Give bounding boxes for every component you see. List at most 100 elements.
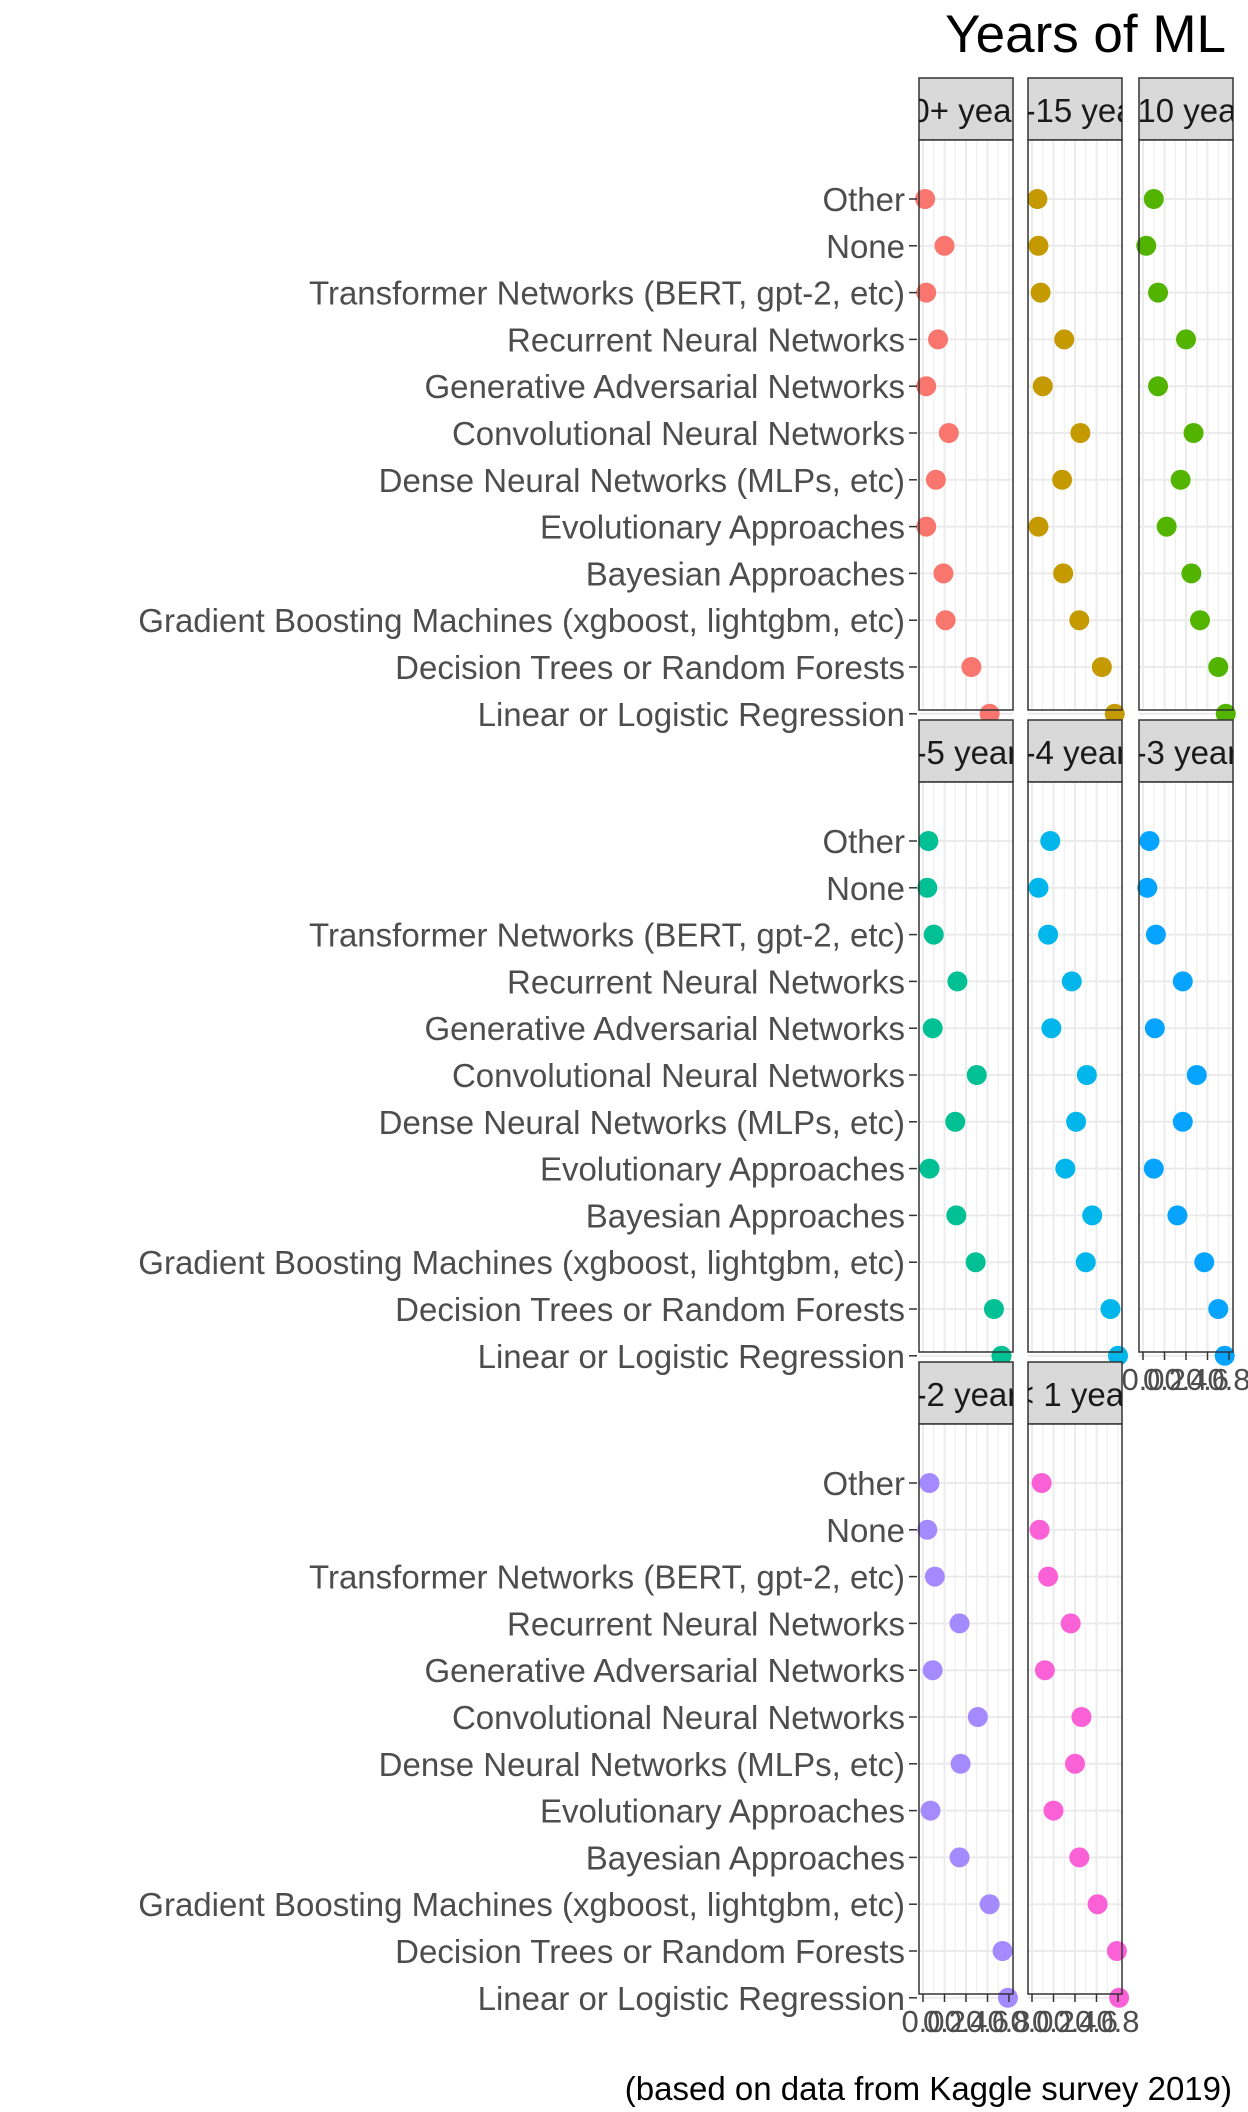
- facet-strip: [1138, 719, 1234, 783]
- data-point: [918, 831, 939, 851]
- data-point: [1214, 1345, 1235, 1366]
- data-point: [917, 1519, 938, 1540]
- panel-border: [1027, 139, 1123, 711]
- data-point: [1027, 189, 1048, 209]
- panel-border: [918, 781, 1014, 1353]
- category-label: Linear or Logistic Regression: [478, 696, 905, 733]
- data-point: [946, 1205, 967, 1226]
- data-point: [1069, 610, 1090, 631]
- facet-panel: 3-4 years: [1027, 719, 1128, 1366]
- data-point: [1170, 469, 1191, 490]
- data-point: [1043, 1800, 1064, 1821]
- x-tick-label: 0.0: [901, 2004, 944, 2039]
- category-label: Linear or Logistic Regression: [478, 1338, 905, 1375]
- data-point: [961, 657, 982, 677]
- data-point: [1053, 563, 1074, 584]
- x-tick-label: 0.0: [1121, 1362, 1164, 1397]
- data-point: [920, 1800, 941, 1821]
- category-label: Dense Neural Networks (MLPs, etc): [379, 462, 905, 499]
- data-point: [938, 423, 959, 443]
- facet-strip-label: 4-5 years: [897, 734, 1035, 771]
- category-label: Generative Adversarial Networks: [424, 368, 905, 405]
- facet-strip-label: < 1 year: [1015, 1376, 1135, 1413]
- data-point: [983, 1299, 1004, 1319]
- x-tick-label: 0.8: [1207, 1362, 1248, 1397]
- data-point: [928, 329, 949, 350]
- facet-strip: [918, 1361, 1014, 1425]
- data-point: [917, 877, 938, 898]
- data-point: [947, 971, 968, 992]
- data-point: [1076, 1065, 1097, 1085]
- data-point: [1032, 376, 1053, 397]
- category-label: Decision Trees or Random Forests: [395, 1291, 905, 1328]
- data-point: [1172, 1111, 1193, 1132]
- x-tick-label: 0.8: [987, 2004, 1030, 2039]
- category-label: Recurrent Neural Networks: [507, 321, 905, 358]
- data-point: [979, 703, 1000, 724]
- data-point: [1156, 516, 1177, 537]
- data-point: [1208, 657, 1229, 677]
- data-point: [1041, 1018, 1062, 1039]
- category-label: Other: [822, 823, 905, 860]
- data-point: [1108, 1345, 1128, 1366]
- data-point: [1189, 610, 1210, 631]
- category-label: Gradient Boosting Machines (xgboost, lig…: [138, 1886, 905, 1923]
- x-tick-label: 0.2: [923, 2004, 966, 2039]
- data-point: [924, 1566, 945, 1587]
- facet-panel: 10-15 years: [988, 77, 1162, 724]
- data-point: [1069, 1847, 1090, 1868]
- data-point: [1038, 1566, 1059, 1587]
- data-point: [950, 1753, 971, 1774]
- data-point: [1065, 1753, 1085, 1774]
- data-point: [1137, 877, 1158, 898]
- category-label: Decision Trees or Random Forests: [395, 1933, 905, 1970]
- data-point: [1028, 516, 1049, 537]
- category-label: Other: [822, 181, 905, 218]
- category-label: Convolutional Neural Networks: [452, 1057, 905, 1094]
- category-label: Recurrent Neural Networks: [507, 963, 905, 1000]
- data-point: [1106, 1941, 1127, 1961]
- data-point: [1181, 563, 1202, 584]
- data-point: [916, 516, 937, 537]
- category-label: Generative Adversarial Networks: [424, 1652, 905, 1689]
- x-tick-label: 0.4: [1164, 1362, 1207, 1397]
- data-point: [1040, 831, 1061, 851]
- data-point: [945, 1111, 966, 1132]
- data-point: [979, 1894, 1000, 1915]
- category-label: Bayesian Approaches: [586, 1197, 905, 1234]
- category-label: Evolutionary Approaches: [540, 1151, 905, 1188]
- data-point: [1148, 376, 1169, 397]
- data-point: [919, 1473, 940, 1493]
- data-point: [1070, 423, 1091, 443]
- category-label: Convolutional Neural Networks: [452, 1699, 905, 1736]
- category-label: Linear or Logistic Regression: [478, 1980, 905, 2017]
- category-label: Evolutionary Approaches: [540, 1793, 905, 1830]
- data-point: [1071, 1707, 1092, 1727]
- category-label: Decision Trees or Random Forests: [395, 649, 905, 686]
- facet-panel: 2-3 years: [1137, 719, 1235, 1366]
- data-point: [949, 1613, 970, 1634]
- data-point: [934, 235, 955, 256]
- panel-border: [1138, 139, 1234, 711]
- x-tick-label: 0.4: [944, 2004, 987, 2039]
- data-point: [1066, 1111, 1087, 1132]
- data-point: [915, 189, 936, 209]
- facet-strip: [1138, 77, 1234, 141]
- data-point: [922, 1660, 943, 1681]
- facet-panel: < 1 year: [1015, 1361, 1135, 2008]
- data-point: [1208, 1299, 1229, 1319]
- data-point: [991, 1345, 1012, 1366]
- category-label: Transformer Networks (BERT, gpt-2, etc): [309, 917, 905, 954]
- facet-strip-label: 5-10 years: [1108, 92, 1248, 129]
- facet-strip: [918, 719, 1014, 783]
- data-point: [1145, 924, 1166, 945]
- data-point: [1104, 703, 1125, 724]
- data-point: [967, 1707, 988, 1727]
- data-point: [966, 1065, 987, 1085]
- data-point: [1030, 282, 1051, 303]
- data-point: [919, 1158, 940, 1179]
- facet-strip-label: 10-15 years: [988, 92, 1162, 129]
- category-label: Transformer Networks (BERT, gpt-2, etc): [309, 275, 905, 312]
- panel-border: [1027, 781, 1123, 1353]
- data-point: [1143, 189, 1164, 209]
